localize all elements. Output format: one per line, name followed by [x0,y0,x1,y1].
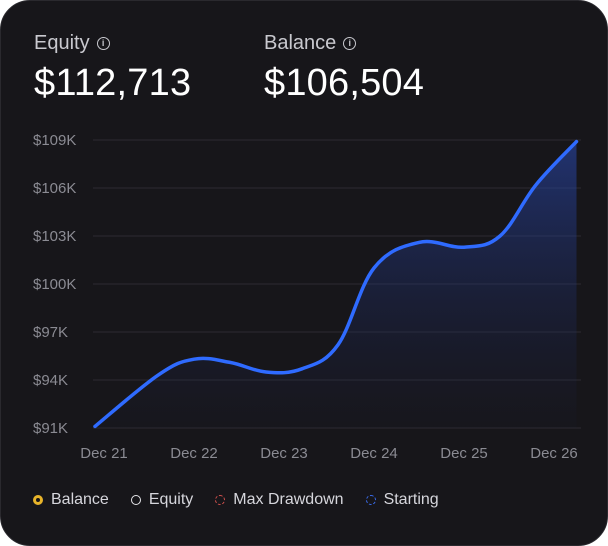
x-tick-label: Dec 23 [260,445,308,462]
legend-marker-icon [33,495,43,505]
equity-label: Equity [34,32,90,54]
legend-label: Equity [148,491,194,508]
y-tick-label: $91K [33,420,68,437]
legend-label: Starting [383,491,439,508]
legend-marker-icon [215,495,226,505]
legend-item-balance[interactable]: Balance [33,491,109,509]
equity-series-line[interactable] [93,139,579,429]
y-tick-label: $103K [33,228,76,245]
legend-marker-icon [365,495,376,505]
info-icon[interactable]: i [343,37,357,50]
chart-legend: Balance Equity Max Drawdown Starting [33,491,461,509]
x-tick-label: Dec 24 [350,445,398,462]
y-tick-label: $109K [33,132,76,149]
equity-label-row: Equity i [34,31,191,55]
balance-label-row: Balance i [264,31,424,55]
y-tick-label: $106K [33,180,76,197]
balance-label: Balance [264,32,337,54]
balance-stat: Balance i $106,504 [264,31,424,105]
legend-item-max-drawdown[interactable]: Max Drawdown [215,491,344,509]
info-icon[interactable]: i [96,37,110,50]
equity-stat: Equity i $112,713 [34,31,191,105]
legend-label: Max Drawdown [233,491,344,508]
x-tick-label: Dec 25 [440,445,488,462]
y-tick-label: $100K [33,276,76,293]
legend-item-starting[interactable]: Starting [365,491,439,509]
balance-value: $106,504 [264,62,425,104]
x-tick-label: Dec 26 [530,445,578,462]
equity-area-fill [95,141,577,428]
legend-label: Balance [51,491,109,508]
x-tick-label: Dec 22 [170,445,218,462]
x-tick-label: Dec 21 [80,445,128,462]
y-tick-label: $97K [33,324,68,341]
legend-marker-icon [130,495,141,505]
equity-value: $112,713 [34,62,192,104]
legend-item-equity[interactable]: Equity [130,491,194,509]
y-tick-label: $94K [33,372,68,389]
